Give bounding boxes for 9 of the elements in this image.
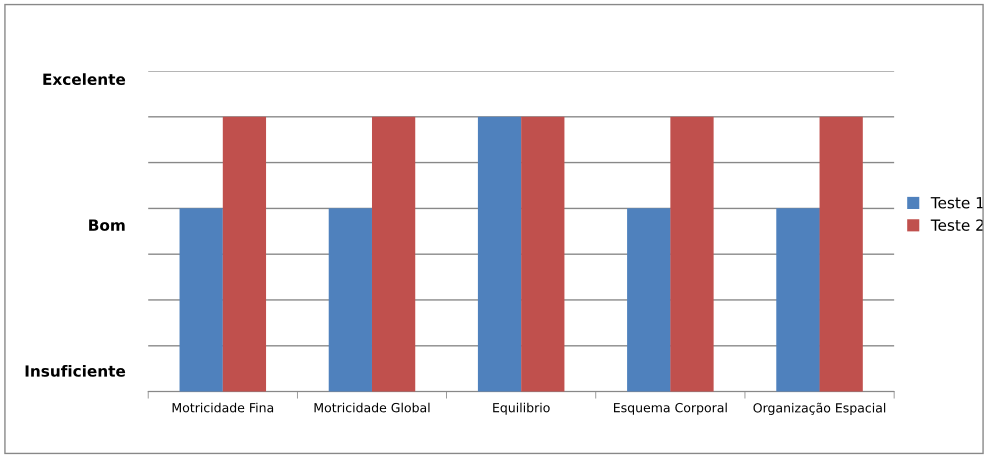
x-tick-label: Esquema Corporal (614, 402, 727, 415)
x-tick-label: Motricidade Fina (172, 402, 274, 412)
text: Insuficiente (26, 364, 126, 377)
x-tick-label: Equilibrio (493, 402, 550, 415)
legend-label: Teste 1 (930, 197, 984, 208)
text: Bom (89, 220, 125, 231)
x-tick-label: Motricidade Global (314, 402, 430, 412)
text: Excelente (43, 73, 126, 86)
x-tick-label: Organização Espacial (753, 402, 886, 416)
